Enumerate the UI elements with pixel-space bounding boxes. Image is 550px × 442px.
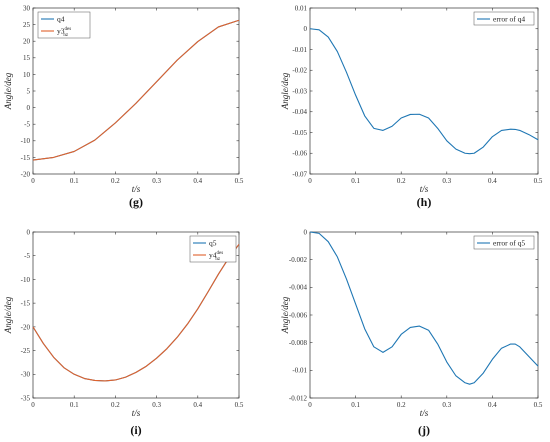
y-tick-label: -20 — [21, 323, 31, 331]
legend: q4 y3des nz — [37, 11, 91, 39]
y-tick-label: -5 — [24, 252, 30, 260]
legend-box — [473, 235, 535, 250]
series-line-2 — [32, 244, 240, 382]
panel-label: (h) — [417, 195, 432, 209]
plot-area — [309, 231, 539, 399]
x-tick-label: 0.1 — [351, 401, 360, 409]
chart-panel-4: 0 0.1 0.2 0.3 0.4 0.5 -0.012 -0.01 -0.008 -0.006 -… — [280, 228, 543, 437]
panel-label: (g) — [129, 195, 143, 209]
x-axis-label: t/s — [132, 408, 141, 418]
panel-label: (j) — [418, 423, 430, 437]
y-axis-label: Angle/deg — [3, 72, 13, 110]
y-tick-label: -10 — [21, 276, 31, 284]
y-tick-label: 25 — [23, 21, 31, 29]
y-tick-label: -15 — [21, 154, 31, 162]
x-tick-label: 0.4 — [488, 177, 497, 185]
legend-label: error of q5 — [493, 239, 525, 248]
y-tick-label: -0.008 — [289, 339, 308, 347]
x-tick-label: 0.4 — [193, 401, 202, 409]
y-axis-label: Angle/deg — [280, 72, 290, 110]
y-tick-label: 0 — [304, 25, 308, 33]
y-tick-label: -0.012 — [289, 394, 308, 402]
chart-panel-3: 0 0.1 0.2 0.3 0.4 0.5 -35 -30 -25 -20 -15 -10 -5 0 t/s… — [3, 228, 244, 437]
x-tick-label: 0.3 — [442, 177, 451, 185]
y-tick-label: -0.04 — [292, 108, 307, 116]
y-tick-label: -35 — [21, 394, 31, 402]
y-tick-label: 15 — [23, 54, 31, 62]
x-tick-label: 0.5 — [534, 401, 543, 409]
series-line-1 — [309, 231, 539, 385]
x-axis-label: t/s — [420, 408, 429, 418]
series-line-2 — [32, 19, 240, 161]
x-axis-label: t/s — [420, 184, 429, 194]
y-tick-label: 5 — [27, 87, 31, 95]
y-tick-label: -0.07 — [292, 170, 307, 178]
y-tick-label: -0.006 — [289, 311, 308, 319]
legend: error of q5 — [473, 235, 535, 250]
x-tick-label: 0 — [308, 177, 312, 185]
panel-label: (i) — [130, 423, 141, 437]
y-axis-label: Angle/deg — [280, 296, 290, 334]
x-tick-label: 0.1 — [70, 401, 79, 409]
x-tick-label: 0 — [31, 177, 35, 185]
x-tick-label: 0.5 — [235, 177, 244, 185]
x-tick-label: 0.3 — [152, 177, 161, 185]
y-tick-label: 20 — [23, 38, 31, 46]
y-tick-label: 30 — [23, 4, 31, 12]
y-tick-label: -0.06 — [292, 150, 307, 158]
x-tick-label: 0.4 — [193, 177, 202, 185]
y-tick-label: -0.02 — [292, 67, 307, 75]
legend-label: q4 — [57, 15, 65, 24]
x-tick-label: 0 — [308, 401, 312, 409]
series-line-1 — [309, 28, 539, 155]
y-tick-label: -0.01 — [292, 367, 307, 375]
y-tick-label: -15 — [21, 300, 31, 308]
legend-box — [189, 235, 237, 263]
x-tick-label: 0.3 — [152, 401, 161, 409]
y-tick-label: -0.01 — [292, 46, 307, 54]
y-tick-label: 0.01 — [295, 4, 308, 12]
legend-label: error of q4 — [493, 15, 525, 24]
y-tick-label: -0.004 — [289, 284, 308, 292]
legend-box — [473, 11, 535, 26]
y-tick-label: -5 — [24, 121, 30, 129]
y-tick-label: -20 — [21, 170, 31, 178]
chart-panel-2: 0 0.1 0.2 0.3 0.4 0.5 -0.07 -0.06 -0.05 -0.04 -0.0… — [280, 4, 543, 209]
x-tick-label: 0.2 — [111, 177, 120, 185]
y-tick-label: 0 — [27, 104, 31, 112]
x-tick-label: 0.3 — [442, 401, 451, 409]
y-axis-label: Angle/deg — [3, 296, 13, 334]
y-tick-label: -0.05 — [292, 129, 307, 137]
y-tick-label: -0.002 — [289, 256, 308, 264]
x-tick-label: 0.5 — [534, 177, 543, 185]
legend-label: q5 — [209, 239, 217, 248]
x-axis-label: t/s — [132, 184, 141, 194]
legend-box — [37, 11, 91, 39]
legend-label: y3des nz — [57, 27, 71, 39]
y-tick-label: 10 — [23, 71, 31, 79]
x-tick-label: 0.1 — [351, 177, 360, 185]
x-tick-label: 0.1 — [70, 177, 79, 185]
x-tick-label: 0.2 — [111, 401, 120, 409]
y-tick-label: -30 — [21, 371, 31, 379]
chart-panel-1: 0 0.1 0.2 0.3 0.4 0.5 -20 -15 -10 -5 0 5 10 15 20 25 30 t… — [3, 4, 244, 209]
legend: error of q4 — [473, 11, 535, 26]
y-tick-label: 0 — [27, 228, 31, 236]
x-tick-label: 0.5 — [235, 401, 244, 409]
legend: q5 y4des nz — [189, 235, 237, 263]
plot-area — [309, 7, 539, 175]
y-tick-label: -0.03 — [292, 87, 307, 95]
x-tick-label: 0.4 — [488, 401, 497, 409]
x-tick-label: 0.2 — [397, 177, 406, 185]
x-tick-label: 0 — [31, 401, 35, 409]
x-tick-label: 0.2 — [397, 401, 406, 409]
y-tick-label: -10 — [21, 137, 31, 145]
legend-label: y4des nz — [209, 251, 223, 263]
y-tick-label: 0 — [304, 228, 308, 236]
y-tick-label: -25 — [21, 347, 31, 355]
